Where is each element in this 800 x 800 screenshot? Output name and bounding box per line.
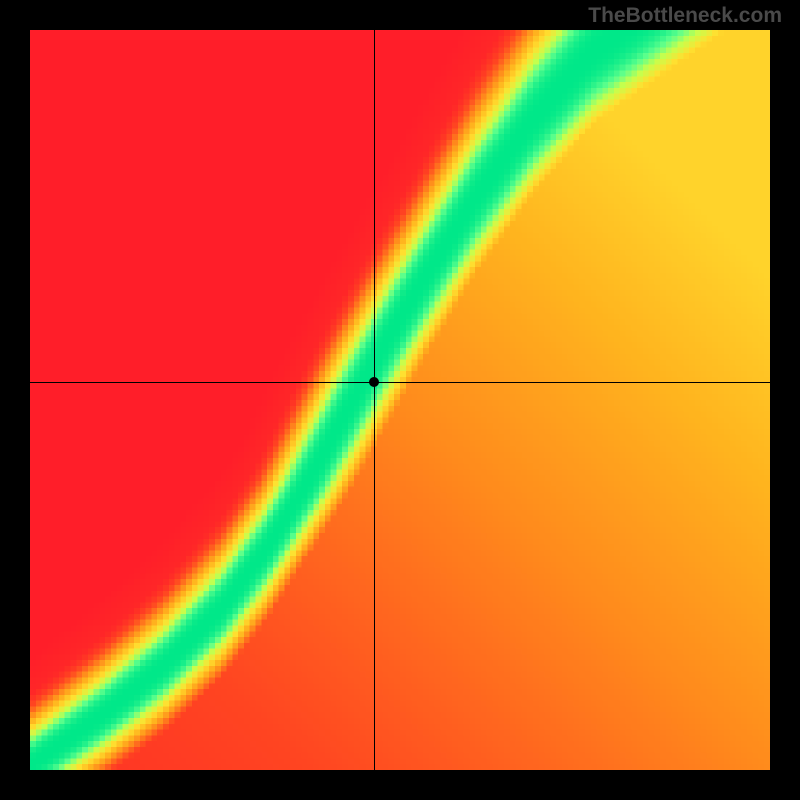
crosshair-vertical bbox=[374, 30, 375, 770]
bottleneck-heatmap bbox=[30, 30, 770, 770]
heatmap-canvas bbox=[30, 30, 770, 770]
crosshair-horizontal bbox=[30, 382, 770, 383]
watermark-text: TheBottleneck.com bbox=[588, 4, 782, 28]
marker-point bbox=[369, 377, 379, 387]
